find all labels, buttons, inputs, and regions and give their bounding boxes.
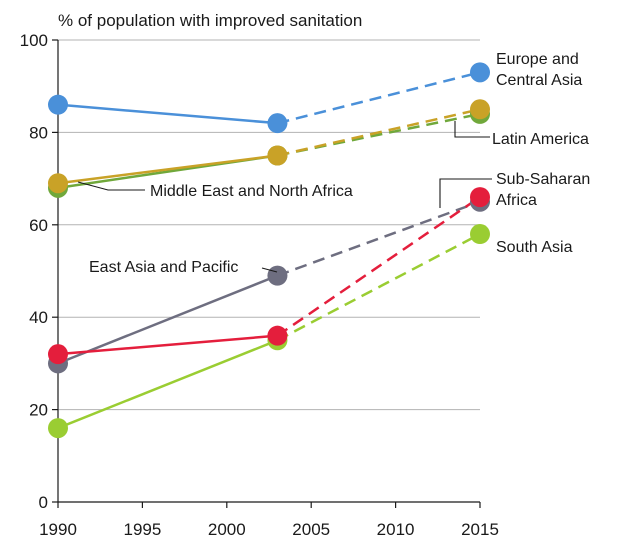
y-tick-label-80: 80 bbox=[29, 123, 48, 142]
leader-line-ssa bbox=[439, 178, 492, 208]
point-ssa-2003 bbox=[267, 325, 288, 346]
series-mena bbox=[57, 108, 481, 185]
series-eap bbox=[57, 200, 481, 365]
series-label-eca-line2: Central Asia bbox=[496, 72, 582, 89]
series-label-sa: South Asia bbox=[496, 239, 573, 256]
series-line-latin-dashed bbox=[277, 112, 481, 157]
series-line-eap-dashed bbox=[277, 200, 481, 277]
y-tick-label-60: 60 bbox=[29, 216, 48, 235]
point-eca-2003 bbox=[267, 113, 288, 134]
y-tick-label-20: 20 bbox=[29, 401, 48, 420]
x-tick-label-2005: 2005 bbox=[292, 520, 330, 539]
series-sa bbox=[57, 232, 481, 430]
series-label-latin: Latin America bbox=[492, 131, 589, 148]
leader-line-mena bbox=[77, 181, 145, 191]
axes: 0 20 40 60 80 100 1990 1995 2000 2005 2010 2015 bbox=[20, 31, 499, 539]
series-line-ssa-solid bbox=[57, 334, 278, 356]
series-label-eap: East Asia and Pacific bbox=[89, 259, 238, 276]
series-lines bbox=[48, 62, 490, 439]
series-line-sa-dashed bbox=[276, 232, 481, 342]
x-tick-label-1995: 1995 bbox=[123, 520, 161, 539]
point-eca-1990 bbox=[48, 94, 68, 115]
series-label-ssa-line2: Africa bbox=[496, 192, 537, 209]
series-label-mena: Middle East and North Africa bbox=[150, 183, 353, 200]
series-labels: Latin America Middle East and North Afric… bbox=[77, 51, 590, 276]
point-mena-2015 bbox=[470, 99, 490, 120]
y-tick-label-100: 100 bbox=[20, 31, 48, 50]
y-tick-label-40: 40 bbox=[29, 308, 48, 327]
y-tick-label-0: 0 bbox=[39, 493, 48, 512]
point-ssa-1990 bbox=[48, 344, 68, 365]
series-line-ssa-dashed bbox=[276, 196, 481, 337]
x-tick-label-2010: 2010 bbox=[377, 520, 415, 539]
point-mena-2003 bbox=[267, 145, 288, 166]
series-line-mena-solid bbox=[57, 154, 278, 185]
series-label-eca: Europe and bbox=[496, 51, 579, 68]
leader-line-latin bbox=[454, 121, 490, 138]
series-line-eca-dashed bbox=[277, 71, 481, 125]
x-tick-label-1990: 1990 bbox=[39, 520, 77, 539]
x-tick-label-2000: 2000 bbox=[208, 520, 246, 539]
series-line-mena-dashed bbox=[277, 108, 481, 157]
point-sa-2015 bbox=[470, 224, 490, 245]
point-eap-2003 bbox=[267, 265, 288, 286]
point-sa-1990 bbox=[48, 418, 68, 439]
series-line-sa-solid bbox=[57, 339, 278, 430]
x-tick-label-2015: 2015 bbox=[461, 520, 499, 539]
series-line-eca-solid bbox=[57, 103, 278, 125]
point-eca-2015 bbox=[470, 62, 490, 83]
series-eca bbox=[57, 71, 481, 125]
series-ssa bbox=[57, 196, 481, 356]
series-label-ssa: Sub-Saharan bbox=[496, 171, 590, 188]
series-line-eap-solid bbox=[57, 274, 278, 365]
leader-line-eap bbox=[261, 267, 278, 273]
gridlines bbox=[58, 39, 480, 411]
chart-title: % of population with improved sanitation bbox=[58, 11, 362, 30]
point-ssa-2015 bbox=[470, 187, 490, 208]
point-mena-1990 bbox=[48, 173, 68, 194]
